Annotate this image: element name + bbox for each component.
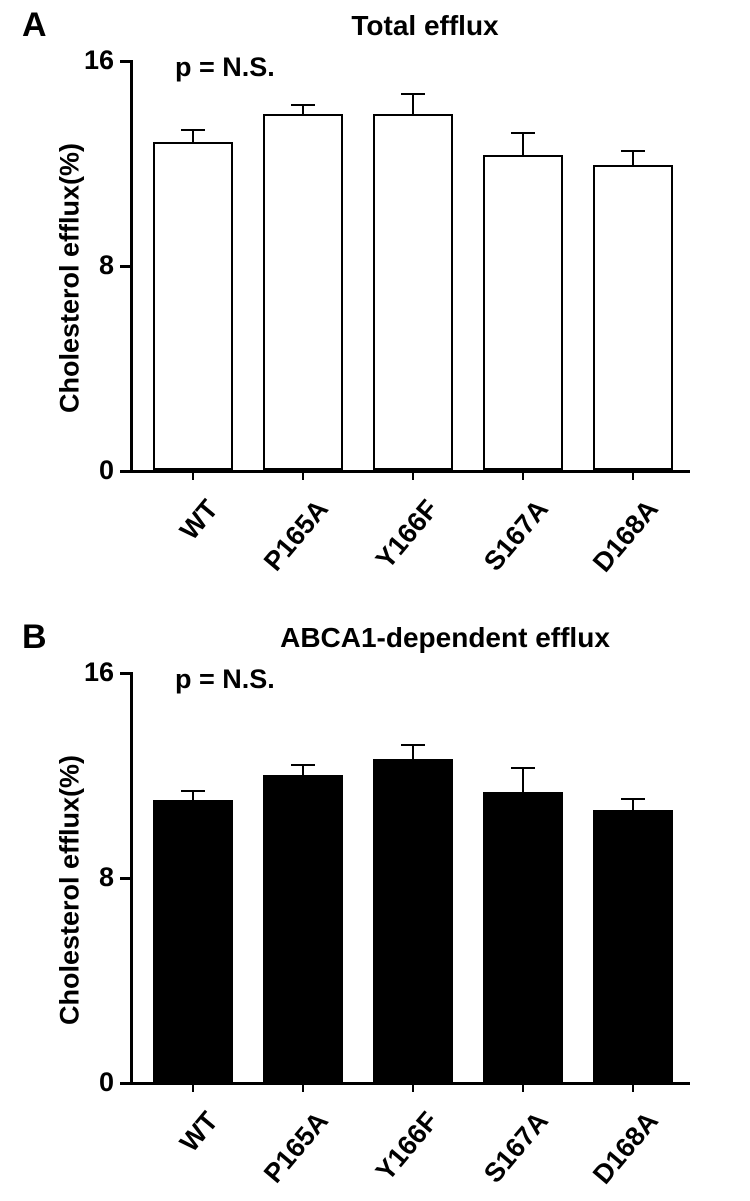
bar-B-Y166F (373, 759, 453, 1082)
x-label-A-S167A: S167A (478, 494, 555, 577)
error-stem-B-Y166F (412, 744, 414, 759)
y-tick-label-B: 8 (72, 862, 114, 893)
error-cap-A-WT (181, 129, 205, 131)
x-label-B-Y166F: Y166F (370, 1106, 445, 1187)
y-tick-B (120, 1082, 130, 1085)
error-cap-B-S167A (511, 767, 535, 769)
error-stem-A-Y166F (412, 93, 414, 114)
p-annotation-A: p = N.S. (175, 52, 275, 83)
x-tick-B-S167A (522, 1082, 525, 1092)
error-stem-A-S167A (522, 132, 524, 155)
x-tick-B-WT (192, 1082, 195, 1092)
error-cap-B-P165A (291, 764, 315, 766)
x-tick-B-Y166F (412, 1082, 415, 1092)
y-tick-label-A: 16 (72, 45, 114, 76)
error-cap-B-WT (181, 790, 205, 792)
p-annotation-B: p = N.S. (175, 664, 275, 695)
y-tick-B (120, 877, 130, 880)
x-label-B-S167A: S167A (478, 1106, 555, 1189)
panel-label-B: B (22, 618, 47, 657)
panel-title-B: ABCA1-dependent efflux (245, 622, 645, 654)
x-label-A-P165A: P165A (258, 494, 335, 577)
y-tick-label-B: 0 (72, 1067, 114, 1098)
error-cap-A-D168A (621, 150, 645, 152)
bar-B-D168A (593, 810, 673, 1082)
x-tick-A-WT (192, 470, 195, 480)
bar-A-S167A (483, 155, 563, 470)
error-cap-A-S167A (511, 132, 535, 134)
bar-A-WT (153, 142, 233, 470)
error-cap-A-Y166F (401, 93, 425, 95)
x-label-B-P165A: P165A (258, 1106, 335, 1189)
error-cap-B-D168A (621, 798, 645, 800)
panel-title-A: Total efflux (300, 10, 550, 42)
error-cap-B-Y166F (401, 744, 425, 746)
bar-A-D168A (593, 165, 673, 470)
x-label-A-WT: WT (174, 494, 225, 546)
y-tick-A (120, 265, 130, 268)
panel-label-A: A (22, 6, 47, 45)
x-axis-B (130, 1082, 690, 1085)
bar-A-Y166F (373, 114, 453, 470)
bar-B-S167A (483, 792, 563, 1082)
y-tick-label-A: 8 (72, 250, 114, 281)
bar-B-WT (153, 800, 233, 1082)
y-axis-A (130, 60, 133, 473)
x-tick-A-P165A (302, 470, 305, 480)
x-label-A-D168A: D168A (587, 494, 665, 578)
x-tick-B-D168A (632, 1082, 635, 1092)
bar-A-P165A (263, 114, 343, 470)
y-axis-B (130, 672, 133, 1085)
error-stem-A-D168A (632, 150, 634, 165)
x-tick-A-D168A (632, 470, 635, 480)
x-tick-A-S167A (522, 470, 525, 480)
bar-B-P165A (263, 775, 343, 1083)
x-label-A-Y166F: Y166F (370, 494, 445, 575)
x-label-B-WT: WT (174, 1106, 225, 1158)
y-tick-label-A: 0 (72, 455, 114, 486)
error-stem-B-S167A (522, 767, 524, 793)
x-tick-A-Y166F (412, 470, 415, 480)
error-cap-A-P165A (291, 104, 315, 106)
y-tick-B (120, 672, 130, 675)
x-tick-B-P165A (302, 1082, 305, 1092)
x-axis-A (130, 470, 690, 473)
y-tick-A (120, 60, 130, 63)
y-tick-label-B: 16 (72, 657, 114, 688)
y-tick-A (120, 470, 130, 473)
x-label-B-D168A: D168A (587, 1106, 665, 1190)
